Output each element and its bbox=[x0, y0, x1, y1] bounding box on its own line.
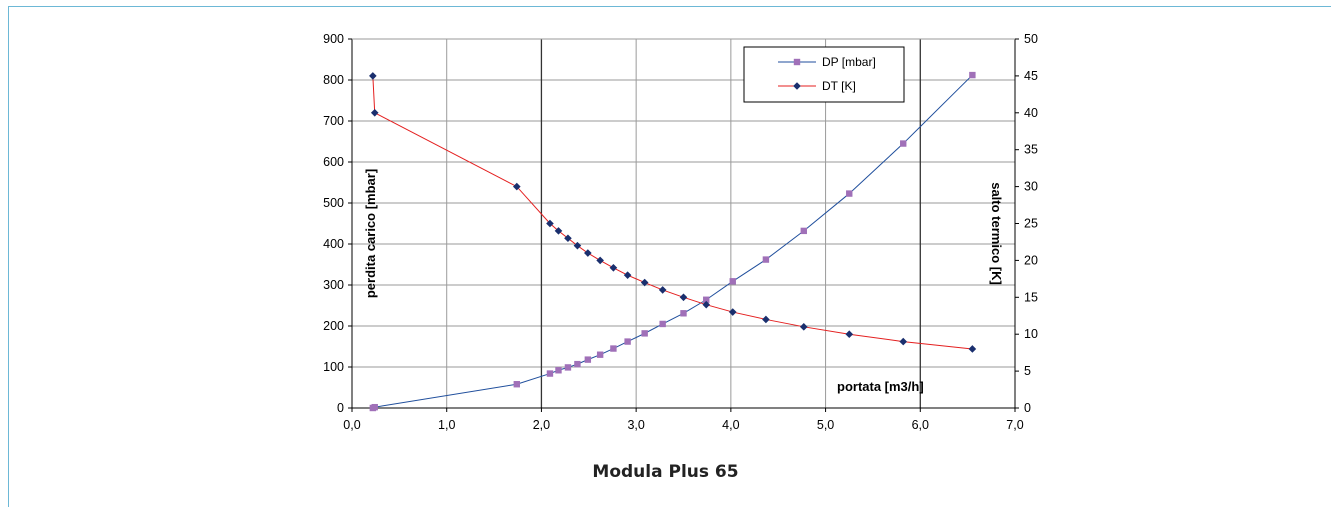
dt-data-point bbox=[623, 271, 632, 279]
dt-series-line bbox=[372, 75, 973, 350]
frame-left-border bbox=[8, 6, 9, 507]
dt-data-point bbox=[554, 227, 563, 235]
legend-dt-marker bbox=[793, 82, 801, 90]
y-tick-label: 300 bbox=[323, 278, 344, 292]
y2-tick-label: 35 bbox=[1024, 143, 1038, 157]
legend-box bbox=[743, 46, 905, 103]
dp-data-point bbox=[846, 190, 853, 197]
y2-tick-label: 50 bbox=[1024, 32, 1038, 46]
dp-data-point bbox=[762, 256, 770, 263]
x-tick-label: 7,0 bbox=[1006, 418, 1023, 432]
y-tick-label: 0 bbox=[337, 401, 344, 415]
legend-dp-marker bbox=[793, 58, 801, 66]
y2-tick-label: 30 bbox=[1024, 180, 1038, 194]
x-tick-label: 6,0 bbox=[912, 418, 929, 432]
y-tick-label: 900 bbox=[323, 32, 344, 46]
dt-data-point bbox=[679, 293, 688, 302]
dt-data-point bbox=[899, 337, 908, 346]
dp-data-point bbox=[800, 227, 807, 235]
x-tick-label: 3,0 bbox=[627, 418, 644, 432]
dp-data-point bbox=[371, 403, 378, 411]
dp-data-point bbox=[729, 278, 736, 285]
x-tick-label: 5,0 bbox=[817, 418, 834, 432]
y2-tick-label: 25 bbox=[1024, 217, 1038, 231]
y2-tick-label: 45 bbox=[1024, 69, 1038, 83]
dt-data-point bbox=[762, 315, 770, 324]
y-tick-label: 500 bbox=[323, 196, 344, 210]
x-tick-label: 0,0 bbox=[343, 418, 360, 432]
y-tick-label: 400 bbox=[323, 237, 344, 251]
ticks: 0 100 200 300 400 500 600 700 800 900 0 5 10 15 20 25 30… bbox=[323, 32, 1038, 432]
dt-data-point bbox=[640, 278, 649, 287]
dp-data-point bbox=[659, 320, 666, 328]
dt-data-point bbox=[573, 241, 582, 250]
dp-data-point bbox=[624, 338, 631, 345]
chart-caption: Modula Plus 65 bbox=[592, 462, 739, 482]
y-tick-label: 200 bbox=[323, 319, 344, 333]
dp-data-point bbox=[513, 381, 521, 388]
frame-top-border bbox=[8, 6, 1331, 7]
dt-data-point bbox=[596, 256, 604, 265]
y-tick-label: 600 bbox=[323, 155, 344, 169]
dt-data-point bbox=[370, 109, 379, 117]
dp-data-point bbox=[564, 364, 572, 371]
dp-data-point bbox=[900, 140, 907, 147]
dp-data-point bbox=[555, 367, 562, 374]
y-tick-label: 800 bbox=[323, 73, 344, 87]
dt-data-point bbox=[968, 345, 977, 353]
dp-data-point bbox=[546, 370, 554, 377]
chart: 0 100 200 300 400 500 600 700 800 900 0 5 10 15 20 25 30… bbox=[323, 32, 1038, 432]
dt-data-point bbox=[609, 263, 618, 272]
x-axis-title: portata [m3/h] bbox=[837, 379, 924, 394]
y2-tick-label: 10 bbox=[1024, 327, 1038, 341]
y-tick-label: 100 bbox=[323, 360, 344, 374]
legend: DP [mbar] DT [K] bbox=[743, 46, 905, 103]
x-tick-label: 4,0 bbox=[722, 418, 739, 432]
dt-data-point bbox=[658, 286, 667, 294]
dt-data-point bbox=[564, 234, 572, 243]
y2-tick-label: 40 bbox=[1024, 106, 1038, 120]
dp-data-point bbox=[596, 351, 604, 358]
legend-dp-label: DP [mbar] bbox=[822, 55, 876, 69]
y2-tick-label: 15 bbox=[1024, 290, 1038, 304]
dt-data-point bbox=[369, 72, 377, 80]
y2-tick-label: 0 bbox=[1024, 401, 1031, 415]
dp-data-point bbox=[680, 310, 687, 317]
legend-dt-label: DT [K] bbox=[822, 79, 856, 93]
dt-data-point bbox=[546, 219, 554, 228]
dp-data-point bbox=[969, 71, 976, 79]
axes bbox=[351, 38, 1016, 409]
dp-data-point bbox=[574, 360, 581, 368]
y-tick-label: 700 bbox=[323, 114, 344, 128]
y2-tick-label: 5 bbox=[1024, 364, 1031, 378]
dt-data-point bbox=[584, 249, 592, 257]
x-tick-label: 1,0 bbox=[438, 418, 455, 432]
dt-data-point bbox=[513, 182, 521, 191]
dt-data-point bbox=[702, 300, 711, 309]
dp-data-point bbox=[584, 356, 592, 363]
y2-tick-label: 20 bbox=[1024, 253, 1038, 267]
y2-axis-title: salto termico [K] bbox=[989, 182, 1004, 285]
dp-data-point bbox=[610, 345, 617, 352]
dt-data-point bbox=[728, 308, 737, 316]
dp-data-point bbox=[641, 330, 648, 337]
grid bbox=[352, 38, 1016, 408]
dt-data-point bbox=[845, 330, 854, 338]
dp-series-line bbox=[372, 74, 973, 409]
y-axis-title: perdita carico [mbar] bbox=[363, 169, 378, 298]
dt-data-point bbox=[799, 323, 808, 331]
dp-data-point bbox=[703, 296, 710, 303]
series bbox=[369, 71, 977, 412]
x-tick-label: 2,0 bbox=[533, 418, 550, 432]
